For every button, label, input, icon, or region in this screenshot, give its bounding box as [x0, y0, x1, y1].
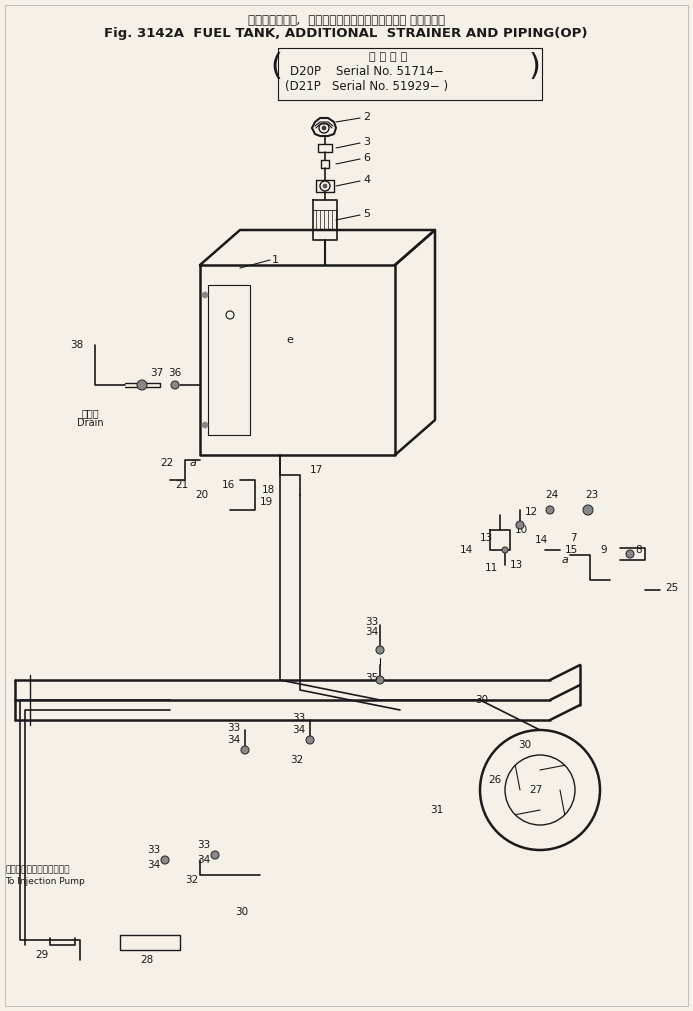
Text: 8: 8 — [635, 545, 642, 555]
Text: (: ( — [270, 52, 282, 81]
Circle shape — [137, 380, 147, 390]
Text: 17: 17 — [310, 465, 323, 475]
Text: 21: 21 — [175, 480, 188, 490]
Text: 33: 33 — [292, 713, 305, 723]
Text: 4: 4 — [363, 175, 370, 185]
Text: 11: 11 — [485, 563, 498, 573]
Text: 33: 33 — [147, 845, 160, 855]
Text: 5: 5 — [363, 209, 370, 219]
Text: 20: 20 — [195, 490, 208, 500]
Text: 13: 13 — [480, 533, 493, 543]
Circle shape — [323, 184, 327, 188]
Text: 34: 34 — [292, 725, 305, 735]
Text: 33: 33 — [197, 840, 210, 850]
Text: 10: 10 — [515, 525, 528, 535]
Text: (D21P   Serial No. 51929− ): (D21P Serial No. 51929− ) — [285, 80, 448, 93]
Circle shape — [376, 646, 384, 654]
Text: D20P    Serial No. 51714−: D20P Serial No. 51714− — [290, 65, 444, 78]
Text: 34: 34 — [147, 860, 160, 870]
Text: 15: 15 — [565, 545, 578, 555]
Circle shape — [583, 506, 593, 515]
Text: 3: 3 — [363, 137, 370, 147]
Text: 29: 29 — [35, 950, 49, 960]
Text: 32: 32 — [290, 755, 304, 765]
Text: 適 用 号 機: 適 用 号 機 — [369, 52, 407, 62]
Text: 13: 13 — [510, 560, 523, 570]
Circle shape — [306, 736, 314, 744]
Text: 34: 34 — [227, 735, 240, 745]
Text: インジェクションポンプへ: インジェクションポンプへ — [5, 865, 69, 875]
Text: 38: 38 — [71, 340, 84, 350]
Text: 30: 30 — [475, 695, 488, 705]
Text: フュエルタンク,  増　　設　　ストレーナおよび バイピング: フュエルタンク, 増 設 ストレーナおよび バイピング — [247, 14, 444, 27]
Text: 28: 28 — [140, 955, 153, 966]
Text: 24: 24 — [545, 490, 559, 500]
Circle shape — [241, 746, 249, 754]
Text: a: a — [562, 555, 569, 565]
Text: Fig. 3142A  FUEL TANK, ADDITIONAL  STRAINER AND PIPING(OP): Fig. 3142A FUEL TANK, ADDITIONAL STRAINE… — [104, 27, 588, 40]
Text: To Injection Pump: To Injection Pump — [5, 878, 85, 887]
Circle shape — [516, 521, 524, 529]
Text: 18: 18 — [262, 485, 275, 495]
Text: 33: 33 — [365, 617, 378, 627]
Text: e: e — [287, 335, 293, 345]
Text: 30: 30 — [235, 907, 248, 917]
Text: 31: 31 — [430, 805, 444, 815]
Text: 22: 22 — [160, 458, 173, 468]
Circle shape — [376, 676, 384, 684]
Text: 25: 25 — [665, 583, 678, 593]
Text: 14: 14 — [460, 545, 473, 555]
Circle shape — [211, 851, 219, 859]
Circle shape — [546, 506, 554, 514]
Text: 23: 23 — [585, 490, 598, 500]
Text: 33: 33 — [227, 723, 240, 733]
Circle shape — [202, 422, 208, 428]
Circle shape — [202, 292, 208, 298]
Text: 6: 6 — [363, 153, 370, 163]
Text: 35: 35 — [365, 673, 378, 683]
Text: ドレン: ドレン — [81, 408, 99, 418]
Text: 34: 34 — [197, 855, 210, 865]
Text: 7: 7 — [570, 533, 577, 543]
Text: 2: 2 — [363, 112, 370, 122]
Text: 36: 36 — [168, 368, 182, 378]
Text: 32: 32 — [185, 875, 198, 885]
Text: Drain: Drain — [77, 418, 103, 428]
Text: 9: 9 — [600, 545, 606, 555]
Circle shape — [626, 550, 634, 558]
Text: 14: 14 — [535, 535, 548, 545]
Text: 19: 19 — [260, 497, 273, 507]
Text: a: a — [190, 458, 197, 468]
Text: 12: 12 — [525, 507, 538, 517]
Circle shape — [161, 856, 169, 864]
Text: 26: 26 — [488, 775, 501, 785]
Text: 27: 27 — [529, 785, 543, 795]
Text: 30: 30 — [518, 740, 531, 750]
Circle shape — [322, 126, 326, 130]
Circle shape — [171, 381, 179, 389]
Circle shape — [502, 547, 508, 553]
Text: 37: 37 — [150, 368, 164, 378]
Text: 34: 34 — [365, 627, 378, 637]
Text: 16: 16 — [222, 480, 235, 490]
Text: 1: 1 — [272, 255, 279, 265]
Text: ): ) — [528, 52, 540, 81]
